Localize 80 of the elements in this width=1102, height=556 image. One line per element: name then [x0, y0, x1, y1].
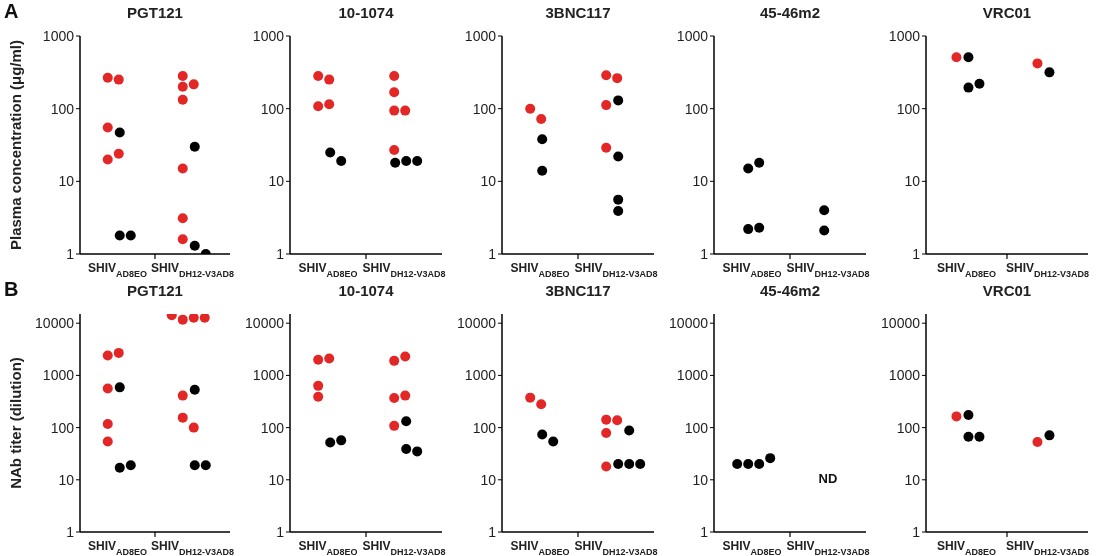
chart-title: PGT121	[127, 4, 183, 21]
y-tick-label: 10000	[669, 315, 709, 332]
y-tick-label: 10	[480, 173, 497, 190]
y-tick-label: 1000	[676, 367, 709, 384]
chart-title: 3BNC117	[545, 282, 611, 299]
x-tick-label: SHIV$_{DH12-V3AD8}$	[150, 261, 235, 279]
y-tick-label: 10000	[457, 315, 497, 332]
y-tick-label: 10	[692, 173, 709, 190]
y-tick-label: 1	[66, 523, 75, 540]
y-tick-label: 1000	[676, 27, 709, 44]
x-tick-label: SHIV$_{DH12-V3AD8}$	[574, 539, 658, 556]
y-axis-title: NAb titer (dilution)	[7, 357, 25, 489]
y-tick-label: 100	[684, 100, 709, 117]
y-tick-label: 10	[692, 471, 709, 488]
x-tick-label: SHIV$_{DH12-V3AD8}$	[362, 539, 446, 556]
y-tick-label: 1000	[464, 27, 497, 44]
x-tick-label: SHIV$_{DH12-V3AD8}$	[362, 261, 446, 279]
y-tick-label: 100	[260, 100, 285, 117]
y-tick-label: 100	[260, 419, 285, 436]
y-tick-label: 1	[488, 523, 497, 540]
y-tick-label: 10	[904, 173, 921, 190]
x-tick-label: SHIV$_{DH12-V3AD8}$	[150, 539, 235, 556]
y-tick-label: 100	[896, 100, 921, 117]
text: B	[4, 278, 19, 300]
y-tick-label: 10	[268, 471, 285, 488]
y-tick-label: 10	[58, 173, 75, 190]
y-tick-label: 10	[268, 173, 285, 190]
y-tick-label: 10	[904, 471, 921, 488]
x-tick-label: SHIV$_{AD8EO}$	[510, 539, 570, 556]
y-tick-label: 1	[700, 245, 709, 262]
x-tick-label: SHIV$_{DH12-V3AD8}$	[786, 539, 870, 556]
y-tick-label: 1	[276, 523, 285, 540]
y-tick-label: 100	[50, 419, 75, 436]
chart-title: 45-46m2	[759, 4, 821, 21]
x-tick-label: SHIV$_{DH12-V3AD8}$	[786, 261, 870, 279]
y-tick-label: 10	[480, 471, 497, 488]
x-tick-label: SHIV$_{AD8EO}$	[936, 261, 997, 279]
chart-title: VRC01	[982, 282, 1032, 299]
chart-title: PGT121	[127, 282, 183, 299]
y-tick-label: 1000	[888, 367, 921, 384]
y-tick-label: 1000	[252, 367, 285, 384]
y-tick-label: 1	[912, 245, 921, 262]
text: A	[4, 0, 19, 22]
x-tick-label: SHIV$_{AD8EO}$	[87, 539, 148, 556]
chart-title: 3BNC117	[545, 4, 611, 21]
x-tick-label: SHIV$_{AD8EO}$	[298, 261, 358, 279]
x-tick-label: SHIV$_{AD8EO}$	[936, 539, 997, 556]
x-tick-label: SHIV$_{DH12-V3AD8}$	[1005, 539, 1090, 556]
y-tick-label: 1	[276, 245, 285, 262]
y-tick-label: 1	[700, 523, 709, 540]
y-tick-label: 1000	[252, 27, 285, 44]
x-tick-label: SHIV$_{AD8EO}$	[298, 539, 358, 556]
y-tick-label: 1	[488, 245, 497, 262]
y-tick-label: 1	[912, 523, 921, 540]
y-tick-label: 100	[684, 419, 709, 436]
chart-title: VRC01	[982, 4, 1032, 21]
x-tick-label: SHIV$_{DH12-V3AD8}$	[1005, 261, 1090, 279]
y-tick-label: 1000	[464, 367, 497, 384]
chart-title: 45-46m2	[759, 282, 821, 299]
y-tick-label: 10000	[245, 315, 285, 332]
y-tick-label: 1000	[888, 27, 921, 44]
x-tick-label: SHIV$_{DH12-V3AD8}$	[574, 261, 658, 279]
x-tick-label: SHIV$_{AD8EO}$	[510, 261, 570, 279]
y-axis-title: Plasma concentration (μg/ml)	[7, 39, 25, 251]
chart-title: 10-1074	[338, 282, 394, 299]
annotation: ND	[818, 470, 838, 486]
y-tick-label: 10	[58, 471, 75, 488]
x-tick-label: SHIV$_{AD8EO}$	[722, 539, 782, 556]
y-tick-label: 10000	[881, 315, 921, 332]
y-tick-label: 10000	[35, 315, 75, 332]
y-tick-label: 1000	[42, 27, 75, 44]
chart-title: 10-1074	[338, 4, 394, 21]
y-tick-label: 100	[50, 100, 75, 117]
x-tick-label: SHIV$_{AD8EO}$	[87, 261, 148, 279]
y-tick-label: 100	[472, 419, 497, 436]
y-tick-label: 1	[66, 245, 75, 262]
y-tick-label: 1000	[42, 367, 75, 384]
y-tick-label: 100	[896, 419, 921, 436]
y-tick-label: 100	[472, 100, 497, 117]
x-tick-label: SHIV$_{AD8EO}$	[722, 261, 782, 279]
